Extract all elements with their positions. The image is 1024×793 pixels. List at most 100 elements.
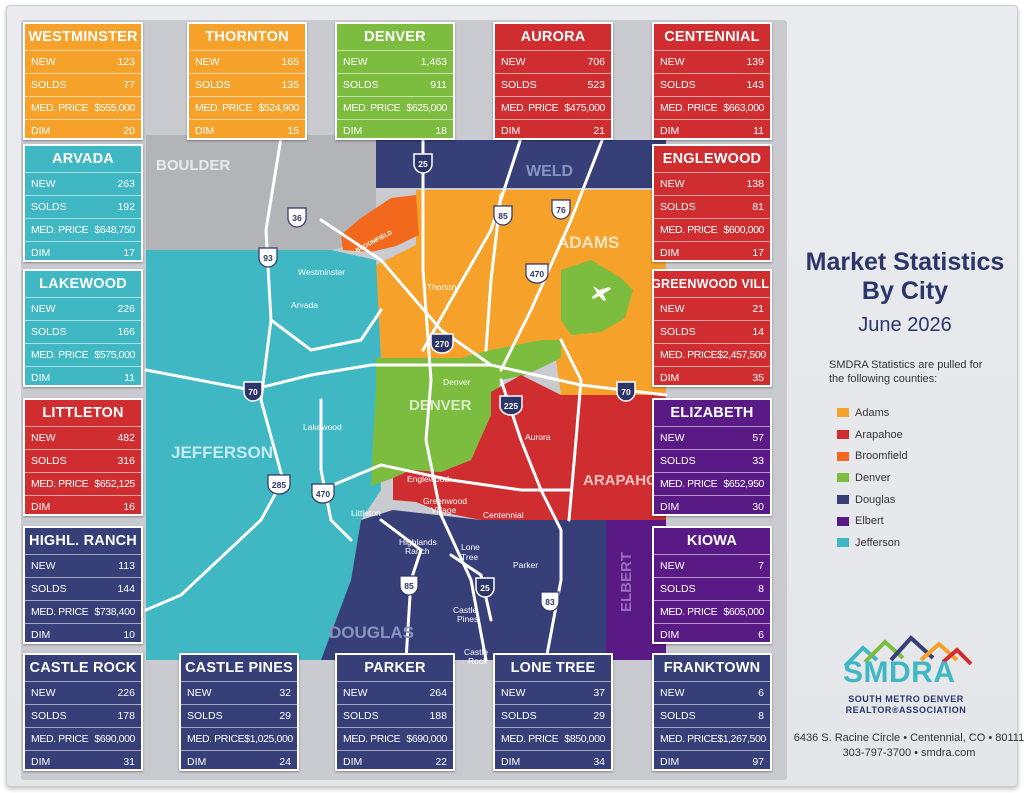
stat-value: $690,000 — [94, 733, 135, 745]
stat-label: DIM — [31, 372, 51, 384]
stat-value: $475,000 — [564, 102, 605, 114]
legend-label: Elbert — [855, 515, 884, 528]
stat-value: $663,000 — [723, 102, 764, 114]
stat-row-solds: SOLDS 8 — [654, 704, 770, 727]
stat-label: SOLDS — [343, 710, 379, 722]
stat-row-price: MED. PRICE $850,000 — [495, 727, 611, 750]
stat-value: 911 — [430, 79, 447, 91]
greenwood-city-label-2: Village — [431, 505, 457, 515]
svg-text:85: 85 — [404, 581, 414, 591]
douglas-county-label: DOUGLAS — [329, 623, 414, 642]
stat-value: 188 — [429, 710, 447, 722]
stat-label: SOLDS — [660, 326, 696, 338]
stat-value: 33 — [752, 455, 764, 467]
stat-row-new: NEW 226 — [25, 297, 141, 320]
stat-value: 523 — [587, 79, 605, 91]
city-name: LAKEWOOD — [39, 276, 127, 292]
stat-label: DIM — [501, 756, 521, 768]
legend-label: Douglas — [855, 493, 896, 506]
stat-label: MED. PRICE — [31, 606, 89, 618]
stat-value: 113 — [118, 560, 135, 572]
thornton-city-label: Thorton — [427, 282, 457, 292]
stat-row-dim: DIM 30 — [654, 495, 770, 518]
svg-text:25: 25 — [418, 159, 428, 169]
stat-label: DIM — [660, 501, 680, 513]
stat-value: $575,000 — [94, 349, 135, 361]
stat-row-dim: DIM 17 — [654, 241, 770, 264]
logo-subtitle-line1: SOUTH METRO DENVER — [848, 694, 964, 704]
jefferson-county-label: JEFFERSON — [171, 443, 273, 462]
stat-value: 11 — [753, 125, 764, 137]
svg-text:36: 36 — [292, 213, 302, 223]
stat-value: 16 — [123, 501, 135, 513]
city-name: GREENWOOD VILL. — [654, 277, 770, 291]
stat-value: 1,463 — [420, 56, 447, 68]
legend-swatch — [837, 451, 849, 461]
interstate-25-top-shield: 25 — [413, 153, 433, 174]
stat-label: NEW — [501, 56, 526, 68]
stat-label: NEW — [195, 56, 220, 68]
stat-row-price: MED. PRICE $575,000 — [25, 343, 141, 366]
stat-row-new: NEW 57 — [654, 426, 770, 449]
stat-row-new: NEW 21 — [654, 297, 770, 320]
stat-row-solds: SOLDS 143 — [654, 73, 770, 96]
stat-row-price: MED. PRICE $738,400 — [25, 600, 141, 623]
city-tile: CASTLE ROCK NEW 226 SOLDS 178 MED. PRICE $690,… — [23, 653, 143, 771]
stat-value: 18 — [435, 125, 447, 137]
stat-label: MED. PRICE — [195, 102, 253, 114]
highway-93-shield: 93 — [258, 247, 278, 268]
stat-label: NEW — [31, 178, 56, 190]
stat-row-dim: DIM 18 — [337, 119, 453, 142]
denver-region — [371, 340, 561, 486]
stat-value: 29 — [593, 710, 605, 722]
county-legend: Adams Arapahoe Broomfield Denver Douglas Elbe… — [837, 402, 908, 554]
stat-row-solds: SOLDS 81 — [654, 195, 770, 218]
city-tile: LAKEWOOD NEW 226 SOLDS 166 MED. PRICE $575,000… — [23, 269, 143, 387]
stat-row-dim: DIM 6 — [654, 623, 770, 646]
city-name: LITTLETON — [42, 405, 124, 421]
city-tile: CASTLE PINES NEW 32 SOLDS 29 MED. PRICE $1,025… — [179, 653, 299, 771]
stat-value: 482 — [117, 432, 135, 444]
stat-value: 10 — [123, 629, 135, 641]
stat-label: MED. PRICE — [187, 733, 245, 745]
page-frame: BOULDER WELD ADAMS BROOMFIELD DENVER JEF… — [6, 5, 1024, 787]
stat-label: SOLDS — [31, 710, 67, 722]
city-name: CENTENNIAL — [664, 29, 760, 45]
adams-county-label: ADAMS — [557, 233, 619, 252]
stat-row-dim: DIM 16 — [25, 495, 141, 518]
svg-text:470: 470 — [316, 489, 330, 499]
stat-value: 144 — [117, 583, 135, 595]
stat-row-solds: SOLDS 135 — [189, 73, 305, 96]
legend-label: Jefferson — [855, 536, 901, 549]
stat-label: DIM — [343, 125, 363, 137]
legend-swatch — [837, 430, 849, 440]
stat-value: 165 — [281, 56, 299, 68]
stat-label: MED. PRICE — [660, 224, 718, 236]
title-block: Market Statistics By City June 2026 — [789, 248, 1021, 337]
stat-row-dim: DIM 22 — [337, 750, 453, 773]
stat-label: MED. PRICE — [660, 102, 718, 114]
stat-row-dim: DIM 11 — [25, 366, 141, 389]
stat-value: $652,125 — [94, 478, 135, 490]
arapahoe-region — [393, 375, 666, 520]
stat-value: 31 — [123, 756, 135, 768]
stat-value: $1,267,500 — [717, 733, 766, 745]
legend-swatch — [837, 516, 849, 526]
stat-label: SOLDS — [343, 79, 379, 91]
stat-value: 6 — [758, 629, 764, 641]
stat-row-solds: SOLDS 192 — [25, 195, 141, 218]
castlepines-city-label-1: Castle — [453, 605, 477, 615]
stat-value: 6 — [758, 687, 764, 699]
city-name: FRANKTOWN — [663, 660, 761, 676]
stat-label: MED. PRICE — [31, 478, 89, 490]
stat-row-price: MED. PRICE $690,000 — [25, 727, 141, 750]
stat-row-price: MED. PRICE $625,000 — [337, 96, 453, 119]
logo-wordmark: SMDRA — [843, 656, 956, 689]
stat-value: 263 — [117, 178, 135, 190]
stat-row-dim: DIM 17 — [25, 241, 141, 264]
stat-row-solds: SOLDS 144 — [25, 577, 141, 600]
parker-city-label: Parker — [513, 560, 538, 570]
svg-text:470: 470 — [530, 269, 544, 279]
legend-label: Broomfield — [855, 450, 908, 463]
map-graphic: BOULDER WELD ADAMS BROOMFIELD DENVER JEF… — [144, 133, 668, 666]
